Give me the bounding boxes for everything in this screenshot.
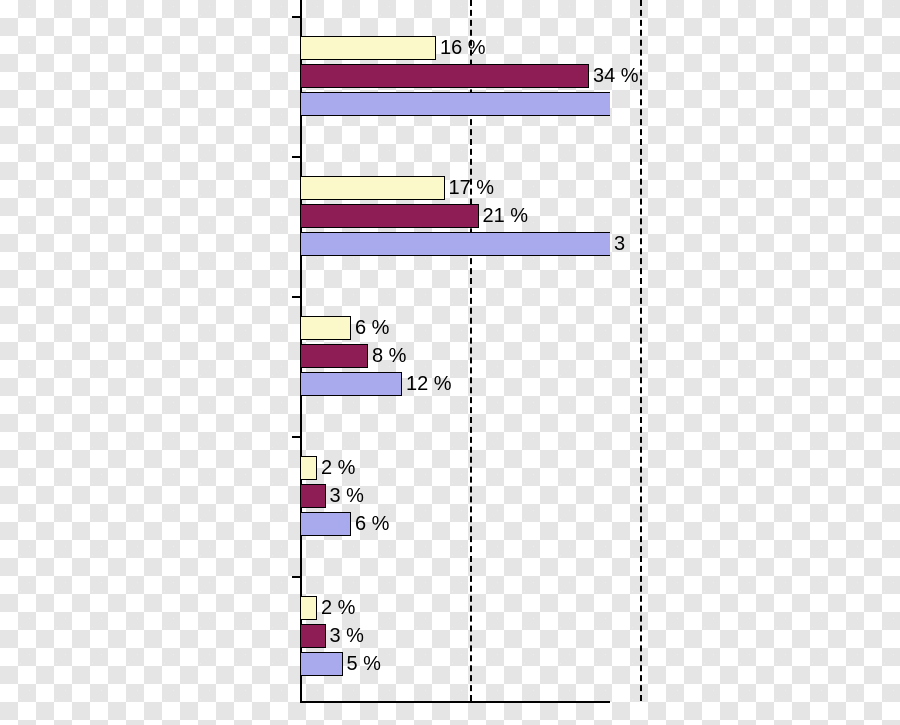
- bar-value-label: 5 %: [347, 653, 381, 676]
- bar-value-label: 2 %: [321, 457, 355, 480]
- bar: [300, 512, 351, 536]
- gridline: [640, 0, 642, 701]
- bar: [300, 176, 445, 200]
- bar: [300, 36, 436, 60]
- plot-area: 16 %34 %17 %21 %36 %8 %12 %2 %3 %6 %2 %3…: [300, 0, 610, 701]
- bar-value-label: 6 %: [355, 513, 389, 536]
- bar: [300, 596, 317, 620]
- bar-value-label: 3 %: [330, 485, 364, 508]
- bar-value-label: 3: [614, 233, 625, 256]
- bar: [300, 344, 368, 368]
- y-tick: [292, 436, 300, 438]
- y-tick: [292, 16, 300, 18]
- bar: [300, 64, 589, 88]
- bar: [300, 652, 343, 676]
- bar-value-label: 8 %: [372, 345, 406, 368]
- y-tick: [292, 296, 300, 298]
- bar-value-label: 2 %: [321, 597, 355, 620]
- bar: [300, 624, 326, 648]
- y-tick: [292, 576, 300, 578]
- bar: [300, 92, 610, 116]
- bar: [300, 484, 326, 508]
- bar-value-label: 3 %: [330, 625, 364, 648]
- bar-value-label: 21 %: [483, 205, 529, 228]
- bar-value-label: 16 %: [440, 37, 486, 60]
- bar: [300, 204, 479, 228]
- bar: [300, 232, 610, 256]
- bar-value-label: 34 %: [593, 65, 639, 88]
- bar-value-label: 6 %: [355, 317, 389, 340]
- bar: [300, 456, 317, 480]
- bar: [300, 372, 402, 396]
- bar: [300, 316, 351, 340]
- y-tick: [292, 156, 300, 158]
- x-axis: [300, 701, 610, 703]
- bar-value-label: 12 %: [406, 373, 452, 396]
- bar-value-label: 17 %: [449, 177, 495, 200]
- chart-stage: 16 % 34 % 17 % 21 % 3 6 % 8 %12 % 2 % 3 % 6 % 2 % 3…: [0, 0, 900, 725]
